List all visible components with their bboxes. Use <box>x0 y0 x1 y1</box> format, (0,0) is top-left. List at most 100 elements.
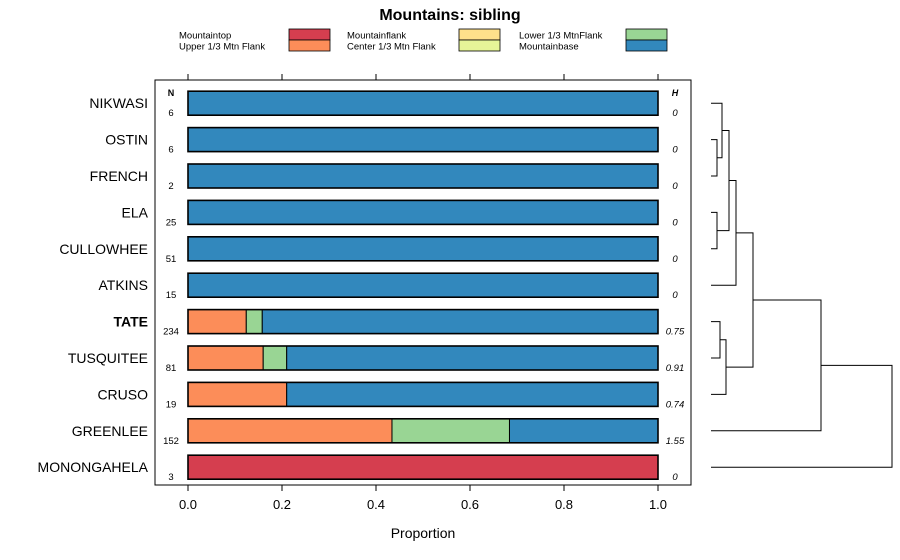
bar-segment-lower-1-3-mtnflank <box>262 345 288 371</box>
sample-size-n: 152 <box>163 436 179 447</box>
row-atkins: ATKINS 15 0 <box>98 272 678 301</box>
diversity-h: 0 <box>672 472 678 483</box>
legend-swatch-mountainbase <box>625 39 668 52</box>
sample-size-n: 3 <box>168 472 173 483</box>
legend-label-mountaintop: Mountaintop <box>179 31 231 42</box>
bar-segment-mountainbase <box>187 272 659 298</box>
diversity-h: 0.91 <box>666 363 685 374</box>
population-rows: NIKWASI 6 0 OSTIN 6 0 FRENCH 2 0 ELA 25 0 CULLOWHEE 5… <box>38 90 685 483</box>
row-label: TATE <box>114 314 148 330</box>
legend-label-center-1-3-mtn-flank: Center 1/3 Mtn Flank <box>347 42 436 53</box>
bar-outline <box>187 345 659 371</box>
dendrogram <box>711 102 893 468</box>
bar-segment-mountainbase <box>187 236 659 262</box>
n-column-header: N <box>168 88 175 98</box>
x-axis-label: Proportion <box>391 525 456 541</box>
diversity-h: 0 <box>672 217 678 228</box>
chart-title: Mountains: sibling <box>379 7 520 24</box>
row-label: MONONGAHELA <box>38 459 149 475</box>
diversity-h: 0.74 <box>666 399 685 410</box>
diversity-h: 0 <box>672 181 678 192</box>
row-label: OSTIN <box>105 132 148 148</box>
row-label: ATKINS <box>98 277 148 293</box>
row-label: CRUSO <box>97 386 148 402</box>
diversity-h: 0 <box>672 290 678 301</box>
row-tate: TATE 234 0.75 <box>114 308 685 338</box>
bar-outline <box>187 90 659 116</box>
row-nikwasi: NIKWASI 6 0 <box>89 90 678 119</box>
x-tick-label: 0.8 <box>555 497 573 512</box>
sample-size-n: 2 <box>168 181 173 192</box>
x-tick-label: 0.0 <box>179 497 197 512</box>
row-label: GREENLEE <box>72 423 148 439</box>
diversity-h: 1.55 <box>666 436 685 447</box>
x-tick-label: 0.2 <box>273 497 291 512</box>
sample-size-n: 6 <box>168 108 173 119</box>
diversity-h: 0.75 <box>666 327 685 338</box>
sample-size-n: 19 <box>166 399 177 410</box>
row-greenlee: GREENLEE 152 1.55 <box>72 417 685 447</box>
bar-segment-mountainbase <box>187 199 659 225</box>
sample-size-n: 25 <box>166 217 177 228</box>
sample-size-n: 51 <box>166 254 177 265</box>
bar-segment-mountainbase <box>286 381 659 407</box>
row-cruso: CRUSO 19 0.74 <box>97 381 685 410</box>
sample-size-n: 15 <box>166 290 177 301</box>
row-label: ELA <box>122 204 149 220</box>
x-tick-label: 0.6 <box>461 497 479 512</box>
legend-swatch-mountaintop <box>288 28 331 41</box>
row-label: CULLOWHEE <box>59 241 148 257</box>
bar-segment-lower-1-3-mtnflank <box>245 309 263 335</box>
bar-segment-lower-1-3-mtnflank <box>391 418 510 444</box>
dendrogram-branch <box>711 364 893 468</box>
dendrogram-branch <box>711 180 737 286</box>
bar-outline <box>187 236 659 262</box>
row-ostin: OSTIN 6 0 <box>105 126 678 156</box>
bar-segment-mountainbase <box>508 418 659 444</box>
plot-frame <box>154 79 692 486</box>
x-tick-label: 1.0 <box>649 497 667 512</box>
dendrogram-branch <box>717 130 730 232</box>
bar-segment-upper-1-3-mtn-flank <box>187 345 264 371</box>
legend-label-mountainbase: Mountainbase <box>519 42 579 53</box>
bar-segment-mountainbase <box>187 127 659 153</box>
diversity-h: 0 <box>672 254 678 265</box>
bar-segment-upper-1-3-mtn-flank <box>187 418 393 444</box>
legend-label-mountainflank: Mountainflank <box>347 31 406 42</box>
bar-outline <box>187 199 659 226</box>
row-label: FRENCH <box>90 168 148 184</box>
row-ela: ELA 25 0 <box>122 199 678 228</box>
legend-swatch-center-1-3-mtn-flank <box>458 39 501 52</box>
bar-outline <box>187 454 659 481</box>
bar-segment-mountainbase <box>286 345 659 371</box>
dendrogram-branch <box>726 232 754 368</box>
legend-swatch-lower-1-3-mtnflank <box>625 28 668 41</box>
dendrogram-branch <box>711 139 718 177</box>
bar-segment-mountaintop <box>187 454 659 480</box>
bar-outline <box>187 272 659 299</box>
dendrogram-branch <box>711 321 721 359</box>
bar-segment-upper-1-3-mtn-flank <box>187 381 288 407</box>
bar-outline <box>187 163 659 189</box>
sample-size-n: 81 <box>166 363 177 374</box>
row-label: NIKWASI <box>89 95 148 111</box>
bar-segment-mountainbase <box>187 163 659 189</box>
row-monongahela: MONONGAHELA 3 0 <box>38 454 678 483</box>
diversity-h: 0 <box>672 108 678 119</box>
diversity-h: 0 <box>672 145 678 156</box>
legend-label-lower-1-3-mtnflank: Lower 1/3 MtnFlank <box>519 31 603 42</box>
row-cullowhee: CULLOWHEE 51 0 <box>59 236 678 265</box>
row-tusquitee: TUSQUITEE 81 0.91 <box>68 345 685 374</box>
bar-outline <box>187 381 659 408</box>
bar-segment-upper-1-3-mtn-flank <box>187 309 247 335</box>
bar-outline <box>187 308 659 335</box>
row-french: FRENCH 2 0 <box>90 163 678 192</box>
bar-segment-mountainbase <box>261 309 659 335</box>
h-column-header: H <box>672 88 679 98</box>
legend-label-upper-1-3-mtn-flank: Upper 1/3 Mtn Flank <box>179 42 265 53</box>
sample-size-n: 6 <box>168 145 173 156</box>
legend-swatch-mountainflank <box>458 28 501 41</box>
x-axis: 0.0 0.2 0.4 0.6 0.8 1.0 <box>179 74 667 512</box>
